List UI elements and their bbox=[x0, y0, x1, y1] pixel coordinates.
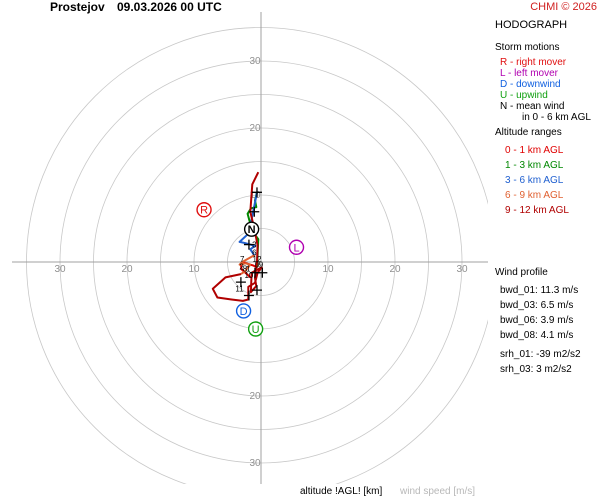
storm-label-R: R bbox=[200, 205, 208, 217]
tick-up-20: 20 bbox=[249, 123, 261, 134]
tick-right-30: 30 bbox=[456, 264, 468, 275]
wind-speed-label: wind speed [m/s] bbox=[400, 486, 476, 497]
station-name: Prostejov bbox=[50, 0, 105, 14]
altitude-ranges-title: Altitude ranges bbox=[495, 127, 562, 138]
storm-motions-title: Storm motions bbox=[495, 42, 560, 53]
tick-up-30: 30 bbox=[249, 56, 261, 67]
storm-label-L: L bbox=[293, 242, 299, 254]
bwd-08: bwd_08: 4.1 m/s bbox=[500, 330, 574, 341]
tick-left-20: 20 bbox=[121, 264, 133, 275]
tick-left-10: 10 bbox=[188, 264, 200, 275]
altitude-ranges-legend: 0 - 1 km AGL 1 - 3 km AGL 3 - 6 km AGL 6… bbox=[505, 145, 569, 220]
hodograph-series-3 bbox=[238, 254, 255, 275]
height-label-2: 2 bbox=[239, 262, 244, 271]
tick-right-10: 10 bbox=[322, 264, 334, 275]
height-label-3: 3 bbox=[252, 240, 257, 249]
legend-mean-wind: N - mean wind bbox=[500, 101, 565, 112]
tick-down-30: 30 bbox=[249, 458, 261, 469]
tick-left-30: 30 bbox=[54, 264, 66, 275]
altitude-range-9-12: 9 - 12 km AGL bbox=[505, 205, 569, 216]
legend-downwind: D - downwind bbox=[500, 79, 561, 90]
storm-marker-N bbox=[243, 221, 260, 237]
srh-03: srh_03: 3 m2/s2 bbox=[500, 364, 572, 375]
height-label-12: 12 bbox=[253, 255, 262, 264]
legend-upwind: U - upwind bbox=[500, 90, 548, 101]
storm-label-N: N bbox=[248, 224, 256, 236]
altitude-axis-label: altitude !AGL! [km] bbox=[300, 486, 383, 497]
altitude-range-0-1: 0 - 1 km AGL bbox=[505, 145, 564, 156]
height-cross-7 bbox=[243, 290, 254, 301]
bwd-01: bwd_01: 11.3 m/s bbox=[500, 285, 579, 296]
panel-title: HODOGRAPH bbox=[495, 19, 568, 31]
height-cross-5 bbox=[257, 267, 268, 278]
storm-motions-legend: R - right mover L - left mover D - downw… bbox=[500, 57, 591, 123]
altitude-range-1-3: 1 - 3 km AGL bbox=[505, 160, 564, 171]
legend-right-mover: R - right mover bbox=[500, 57, 567, 68]
height-label-11: 11 bbox=[235, 284, 244, 293]
bwd-06: bwd_06: 3.9 m/s bbox=[500, 315, 574, 326]
tick-down-20: 20 bbox=[249, 391, 261, 402]
height-label-7: 7 bbox=[240, 255, 245, 264]
storm-marker-L bbox=[288, 239, 305, 255]
height-label-0: 0 bbox=[255, 260, 260, 269]
height-label-10: 10 bbox=[244, 271, 253, 280]
height-cross-1 bbox=[249, 206, 260, 217]
wind-profile-values: bwd_01: 11.3 m/s bwd_03: 6.5 m/s bwd_06:… bbox=[500, 285, 581, 379]
copyright: CHMI © 2026 bbox=[530, 1, 597, 13]
bwd-03: bwd_03: 6.5 m/s bbox=[500, 300, 574, 311]
storm-label-D: D bbox=[240, 306, 248, 318]
height-label-9: 9 bbox=[259, 260, 264, 269]
storm-marker-D bbox=[235, 303, 252, 319]
storm-marker-U bbox=[247, 321, 264, 337]
tick-right-20: 20 bbox=[389, 264, 401, 275]
altitude-range-3-6: 3 - 6 km AGL bbox=[505, 175, 564, 186]
legend-mean-wind-note: in 0 - 6 km AGL bbox=[522, 112, 591, 123]
height-cross-0 bbox=[251, 187, 262, 198]
srh-01: srh_01: -39 m2/s2 bbox=[500, 349, 581, 360]
date-time: 09.03.2026 00 UTC bbox=[117, 0, 222, 14]
height-label-6: 6 bbox=[252, 248, 257, 257]
height-cross-6 bbox=[235, 277, 246, 288]
legend-left-mover: L - left mover bbox=[500, 68, 558, 79]
height-label-8: 8 bbox=[243, 264, 248, 273]
altitude-range-6-9: 6 - 9 km AGL bbox=[505, 190, 564, 201]
wind-profile-title: Wind profile bbox=[495, 267, 548, 278]
height-label-1: 1 bbox=[246, 264, 251, 273]
height-cross-3 bbox=[243, 239, 254, 250]
height-cross-8 bbox=[251, 285, 262, 296]
storm-marker-R bbox=[196, 202, 212, 218]
storm-label-U: U bbox=[252, 324, 260, 336]
